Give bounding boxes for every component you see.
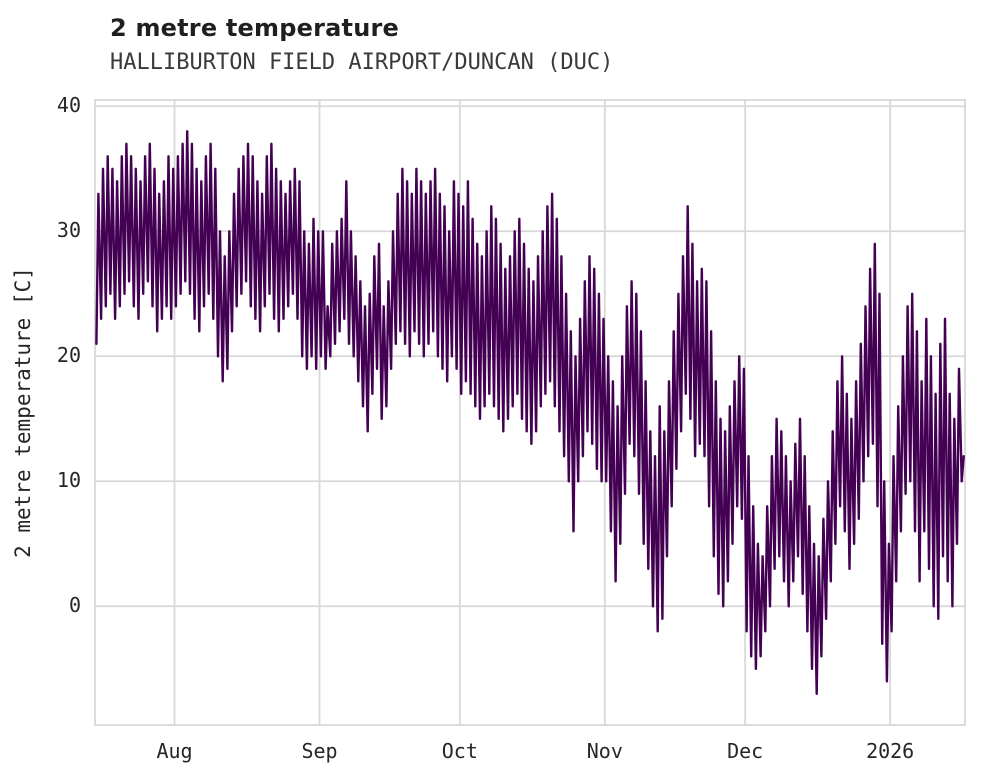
x-tick-label: Sep	[301, 739, 337, 763]
y-axis-label: 2 metre temperature [C]	[11, 267, 35, 558]
y-tick-label: 30	[57, 218, 81, 242]
x-tick-label: Dec	[727, 739, 763, 763]
chart-subtitle: HALLIBURTON FIELD AIRPORT/DUNCAN (DUC)	[110, 50, 614, 75]
y-tick-label: 20	[57, 343, 81, 367]
x-tick-label: Aug	[156, 739, 192, 763]
y-tick-label: 40	[57, 93, 81, 117]
y-tick-label: 10	[57, 468, 81, 492]
x-tick-label: Oct	[442, 739, 478, 763]
x-tick-label: 2026	[866, 739, 914, 763]
plot-frame	[94, 99, 966, 726]
x-tick-label: Nov	[587, 739, 623, 763]
y-tick-label: 0	[69, 593, 81, 617]
chart-title: 2 metre temperature	[110, 14, 399, 42]
temperature-line	[95, 130, 965, 695]
